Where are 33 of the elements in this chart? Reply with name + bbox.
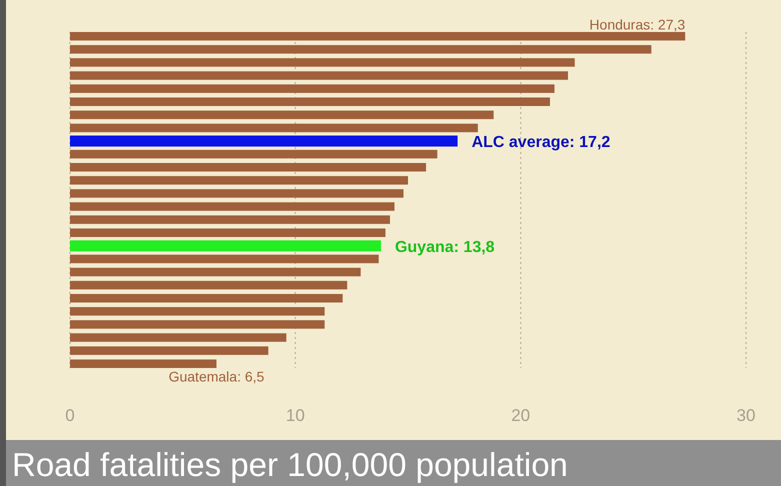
bar	[70, 280, 348, 290]
x-tick-label: 0	[65, 406, 75, 425]
data-label: Honduras: 27,3	[589, 16, 686, 32]
x-tick-label: 10	[286, 406, 305, 425]
bar	[70, 254, 379, 264]
text: Road fatalities per 100,000 population	[12, 446, 568, 483]
data-label: Guatemala: 6,5	[168, 368, 265, 385]
bar	[70, 71, 568, 80]
bar	[70, 346, 268, 355]
bar	[70, 84, 554, 93]
bar	[70, 110, 494, 120]
bar	[70, 294, 343, 303]
bar	[70, 45, 652, 54]
bar	[70, 359, 216, 368]
bar	[70, 307, 325, 316]
bar	[70, 202, 394, 211]
bar	[70, 124, 478, 132]
data-label: Guyana: 13,8	[394, 238, 495, 256]
bar	[70, 228, 386, 238]
bar	[70, 215, 390, 224]
x-tick-label: 20	[511, 406, 530, 425]
bar	[70, 32, 686, 41]
bar	[70, 162, 426, 172]
bar	[70, 320, 325, 329]
data-label: ALC average: 17,2	[472, 134, 610, 152]
x-tick-label: 30	[736, 406, 756, 425]
bar	[70, 176, 408, 185]
bar	[70, 333, 286, 342]
bar	[70, 189, 404, 198]
bar	[70, 150, 438, 158]
bar	[70, 97, 550, 106]
bar	[70, 58, 575, 67]
bar	[70, 268, 361, 276]
